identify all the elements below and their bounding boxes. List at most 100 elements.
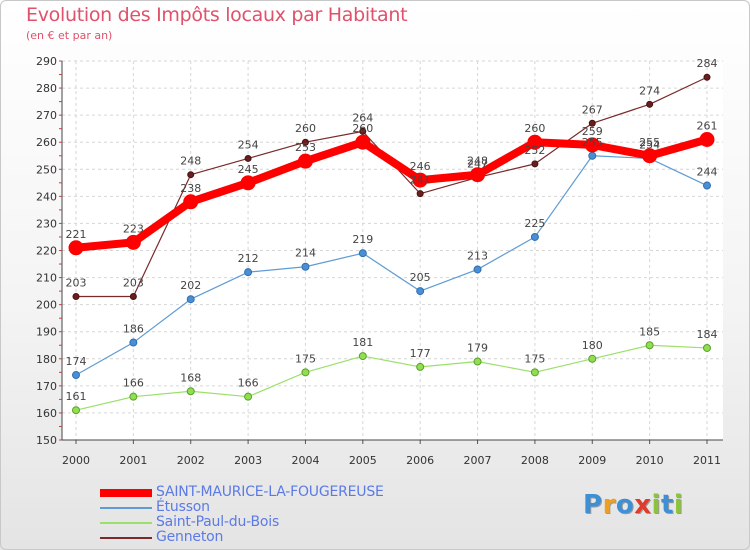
data-point [186, 387, 195, 396]
data-label: 260 [352, 122, 373, 135]
data-label: 259 [582, 125, 603, 138]
y-tick-label: 270 [36, 109, 57, 122]
data-label: 180 [582, 339, 603, 352]
series-line [75, 155, 708, 376]
logo-letter: i [673, 490, 684, 520]
data-point [412, 172, 428, 188]
data-point [416, 287, 425, 296]
data-label: 166 [123, 377, 144, 390]
data-label: 284 [697, 57, 718, 70]
data-label: 244 [697, 166, 718, 179]
data-label: 219 [352, 233, 373, 246]
data-point [699, 132, 715, 148]
data-point [416, 190, 424, 198]
x-tick-label: 2004 [291, 454, 319, 467]
y-tick-label: 280 [36, 82, 57, 95]
data-point [527, 134, 543, 150]
logo-letter: P [583, 490, 603, 520]
data-point [646, 100, 654, 108]
data-point [703, 181, 711, 190]
data-point [72, 371, 80, 380]
data-point [470, 167, 486, 183]
data-label: 241 [410, 174, 431, 187]
data-point [186, 295, 195, 304]
data-label: 177 [410, 347, 431, 360]
data-label: 205 [410, 271, 431, 284]
data-point [530, 368, 539, 377]
data-label: 166 [238, 377, 259, 390]
data-point [473, 357, 482, 366]
data-label: 254 [639, 138, 660, 151]
data-point [68, 240, 84, 256]
x-tick-label: 2006 [406, 454, 434, 467]
data-point [301, 138, 309, 146]
data-point [297, 153, 313, 169]
data-label: 186 [123, 323, 144, 336]
data-label: 168 [180, 371, 201, 384]
data-label: 248 [467, 155, 488, 168]
legend-swatch [100, 488, 152, 497]
data-point [72, 406, 80, 415]
data-point [588, 151, 597, 160]
x-tick-label: 2002 [177, 454, 205, 467]
y-tick-label: 240 [36, 190, 57, 203]
data-label: 247 [467, 157, 488, 170]
data-point [588, 354, 597, 363]
logo-letter: o [615, 490, 635, 520]
legend-swatch [100, 506, 152, 509]
data-label: 252 [524, 144, 545, 157]
data-point [187, 171, 195, 179]
data-label: 213 [467, 249, 488, 262]
x-tick-label: 2009 [578, 454, 606, 467]
data-point [244, 154, 252, 162]
data-point [588, 119, 596, 127]
x-tick-label: 2007 [464, 454, 492, 467]
data-point [703, 73, 711, 81]
x-tick-label: 2005 [349, 454, 377, 467]
data-label: 202 [180, 279, 201, 292]
data-label: 261 [697, 120, 718, 133]
x-tick-label: 2011 [693, 454, 721, 467]
data-point [530, 232, 539, 241]
y-tick-label: 290 [36, 55, 57, 68]
data-label: 253 [295, 141, 316, 154]
y-tick-label: 190 [36, 326, 57, 339]
y-tick-label: 220 [36, 245, 57, 258]
data-point [584, 137, 600, 153]
legend-label: SAINT-MAURICE-LA-FOUGEREUSE [156, 484, 384, 500]
proxiti-logo: Proxiti [583, 490, 683, 520]
data-point [240, 175, 256, 191]
y-tick-label: 150 [36, 434, 57, 447]
data-point [125, 234, 141, 250]
data-point [72, 293, 80, 301]
logo-letter: t [660, 490, 674, 520]
data-label: 203 [66, 277, 87, 290]
data-label: 267 [582, 103, 603, 116]
logo-letter: i [651, 490, 661, 520]
data-label: 214 [295, 247, 316, 260]
chart-subtitle: (en € et par an) [26, 29, 113, 42]
data-label: 175 [295, 352, 316, 365]
data-label: 203 [123, 277, 144, 290]
data-label: 175 [524, 352, 545, 365]
data-label: 254 [238, 138, 259, 151]
data-label: 225 [524, 217, 545, 230]
data-point [416, 362, 425, 371]
y-tick-label: 230 [36, 217, 57, 230]
data-point [129, 392, 138, 401]
logo-letter: r [602, 490, 616, 520]
data-point [129, 338, 138, 347]
data-point [645, 341, 654, 350]
y-tick-label: 210 [36, 272, 57, 285]
legend-label: Étusson [156, 499, 210, 515]
data-point [355, 134, 371, 150]
data-label: 238 [180, 182, 201, 195]
data-point [642, 148, 658, 164]
series-line [75, 135, 709, 252]
data-point [359, 127, 367, 135]
data-label: 223 [123, 222, 144, 235]
data-label: 174 [66, 355, 87, 368]
y-tick-label: 160 [36, 407, 57, 420]
y-tick-label: 260 [36, 136, 57, 149]
